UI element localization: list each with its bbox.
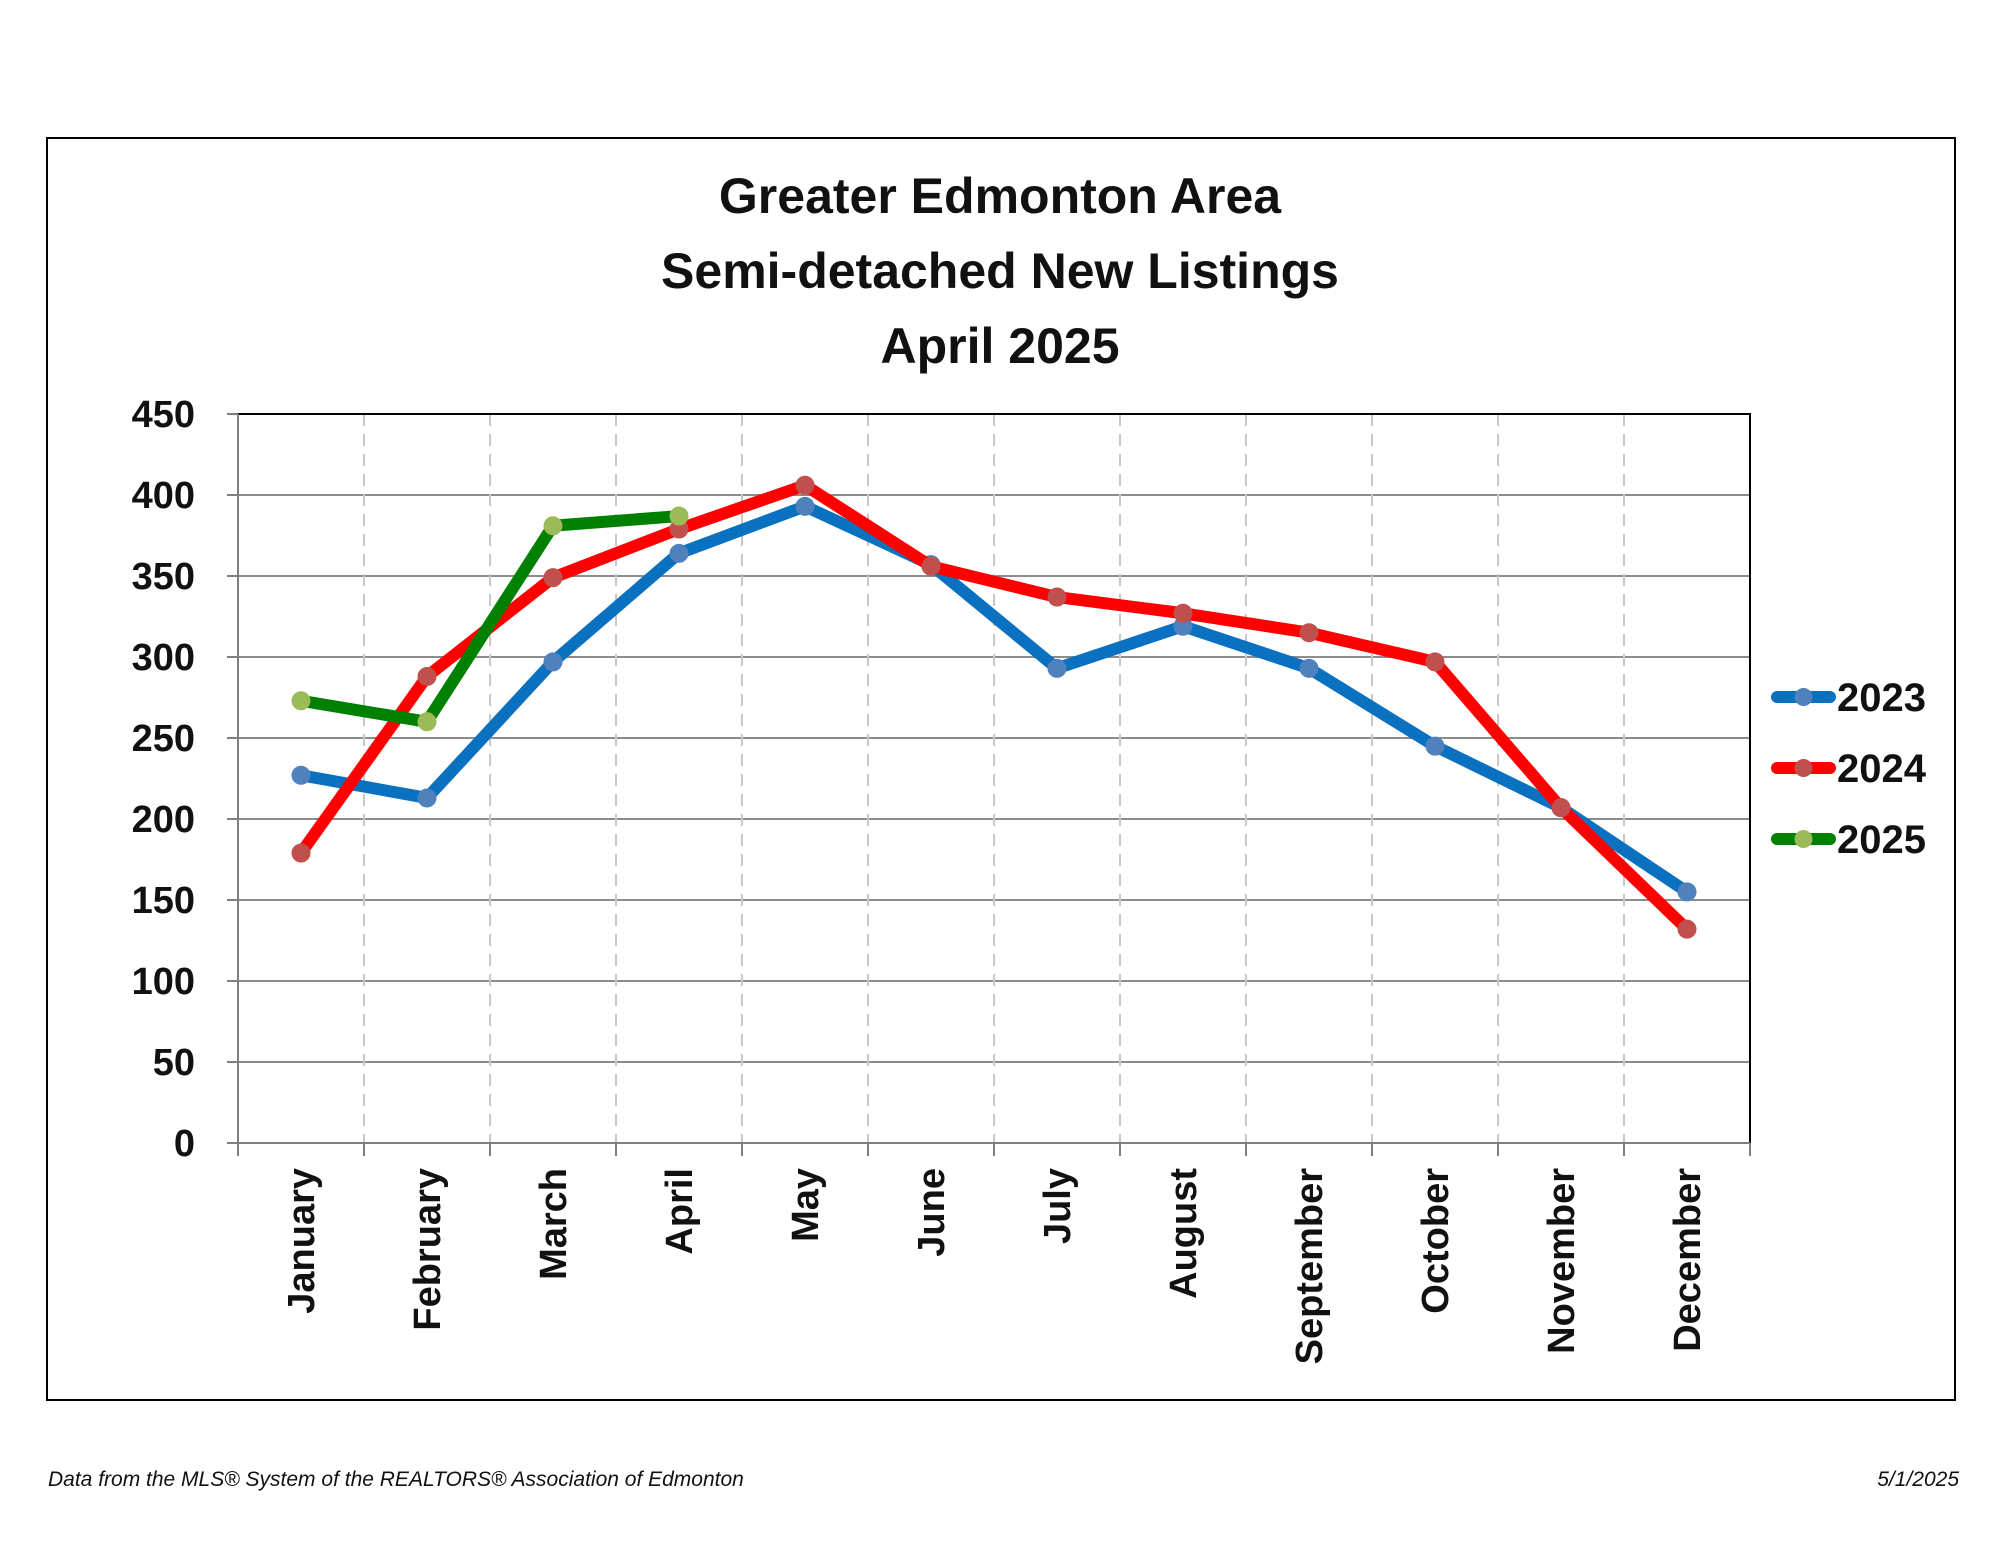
y-tick-label-300: 300 [132,637,195,679]
data-point-2023-january [291,765,311,785]
x-tick-label-august: August [1163,1168,1205,1299]
y-tick-label-50: 50 [153,1042,195,1084]
x-tick-label-february: February [407,1168,449,1331]
y-tick-label-250: 250 [132,718,195,760]
source-note: Data from the MLS® System of the REALTOR… [48,1468,744,1491]
data-point-2025-february [417,712,437,732]
legend-marker-2025 [1794,830,1813,848]
data-point-2024-september [1299,623,1319,643]
chart-title-line-2: Semi-detached New Listings [661,243,1339,299]
series-line-2024 [295,479,1693,936]
x-tick-label-january: January [281,1168,323,1314]
series-line-2025 [295,510,685,728]
data-point-2024-august [1173,603,1193,623]
data-point-2023-february [417,788,437,808]
y-tick-label-150: 150 [132,880,195,922]
data-point-2024-october [1425,652,1445,672]
x-tick-label-october: October [1415,1168,1457,1314]
chart-title-line-3: April 2025 [880,318,1119,374]
data-point-2024-january [291,843,311,863]
data-point-2023-july [1047,658,1067,678]
x-tick-label-september: September [1289,1168,1331,1365]
data-point-2024-november [1551,798,1571,818]
y-tick-label-0: 0 [174,1123,195,1165]
x-tick-label-may: May [785,1168,827,1242]
y-tick-label-100: 100 [132,961,195,1003]
x-tick-label-december: December [1667,1168,1709,1352]
y-tick-label-350: 350 [132,556,195,598]
legend: 2023 2024 2025 [1771,676,1927,862]
data-point-2023-october [1425,736,1445,756]
y-tick-label-400: 400 [132,475,195,517]
legend-label-2023: 2023 [1837,676,1926,720]
y-tick-label-450: 450 [132,394,195,436]
plot-area: 0 50 100 150 200 250 300 350 400 450 January Februa… [132,394,1751,1365]
data-point-2025-march [543,516,563,536]
series-line-2023 [295,500,1693,898]
data-point-2023-april [669,543,689,563]
data-point-2023-december [1677,882,1697,902]
y-tick-label-200: 200 [132,799,195,841]
data-point-2025-january [291,691,311,711]
data-point-2023-september [1299,658,1319,678]
data-point-2024-july [1047,587,1067,607]
x-tick-label-april: April [659,1168,701,1255]
data-point-2024-december [1677,919,1697,939]
data-point-2024-may [795,475,815,495]
data-point-2024-march [543,568,563,588]
legend-label-2024: 2024 [1837,747,1927,791]
x-tick-label-march: March [533,1168,575,1280]
data-point-2025-april [669,506,689,526]
x-tick-label-november: November [1541,1168,1583,1354]
data-point-2024-june [921,556,941,576]
chart-title-line-1: Greater Edmonton Area [719,168,1282,224]
x-tick-label-july: July [1037,1168,1079,1244]
legend-label-2025: 2025 [1837,818,1926,862]
data-point-2024-february [417,666,437,686]
data-point-2023-march [543,652,563,672]
data-point-2023-may [795,496,815,516]
report-date: 5/1/2025 [1877,1468,1959,1491]
legend-marker-2023 [1794,688,1813,706]
x-tick-label-june: June [911,1168,953,1257]
legend-marker-2024 [1794,759,1813,777]
